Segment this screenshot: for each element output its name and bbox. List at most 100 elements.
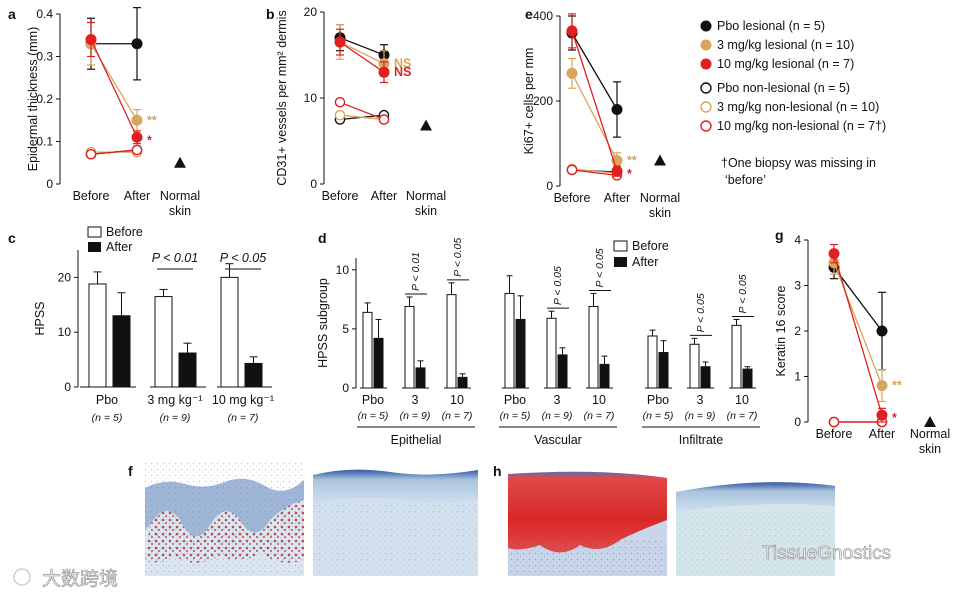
bar-before-epithelial [404,305,415,389]
data-point-10mg-nonlesional-g [828,416,840,428]
p-value-d: P < 0.05 [552,266,564,305]
x-category-label-d: 3 [554,393,561,407]
bar-before-infiltrate [647,335,658,389]
series-line-10mg-lesional-e [571,30,618,172]
x-category-label-c: 10 mg kg⁻¹ [212,393,274,407]
legend-marker-pbo-lesional [700,20,712,32]
data-point-3mg-lesional-a [131,114,143,126]
bar-before-vascular [588,305,599,389]
bar-before-infiltrate [689,343,700,389]
legend-before-label-c: Before [106,225,143,239]
x-label-after-e: After [604,191,630,205]
data-point-10mg-lesional-g [876,409,888,421]
annotation-10mg-lesional-g: * [892,411,897,425]
data-point-10mg-lesional-a [131,131,143,143]
series-line-10mg-lesional-a [90,39,138,138]
panel-label-e: e [525,6,533,22]
panel-label-a: a [8,6,16,22]
data-point-10mg-lesional-a [85,34,97,45]
panel-label-d: d [318,230,327,246]
p-value-d: P < 0.05 [594,248,606,287]
series-line-3mg-lesional-b [339,41,385,65]
data-point-3mg-nonlesional-b [334,109,346,121]
series-line-3mg-nonlesional-e [571,168,618,174]
group-label-vascular: Vascular [534,433,582,447]
panel-label-b: b [266,6,275,22]
x-category-label-c: Pbo [96,393,118,407]
y-axis-label-b: CD31+ vessels per mm² dermis [275,10,289,185]
x-n-label-d: (n = 9) [542,410,573,422]
y-tick-label-e: 0 [546,179,553,193]
x-category-label-d: Pbo [504,393,526,407]
data-point-pbo-lesional-a [131,38,143,50]
group-label-epithelial: Epithelial [391,433,442,447]
histology-f-lesional [145,462,304,576]
x-label-skin-e: skin [649,206,671,220]
series-line-10mg-lesional-b [339,41,385,73]
data-point-10mg-nonlesional-b [334,97,346,108]
panel-label-c: c [8,230,16,246]
y-tick-label-e: 200 [533,94,553,108]
x-label-before-e: Before [554,191,591,205]
data-point-10mg-lesional-b [334,36,346,48]
x-n-label-d: (n = 5) [643,410,674,422]
histology-h-nonlesional [676,462,835,576]
bar-after-vascular [515,318,526,389]
bar-after-vascular [557,354,568,389]
x-category-label-c: 3 mg kg⁻¹ [147,393,202,407]
x-n-label-c: (n = 5) [92,412,123,424]
bar-after-infiltrate [742,368,753,389]
legend-item-3mg-nonlesional: 3 mg/kg non-lesional (n = 10) [717,100,879,114]
data-point-10mg-nonlesional-a [85,148,97,160]
x-category-label-d: 10 [592,393,606,407]
normal-skin-marker-b [420,119,432,131]
y-tick-label-g: 0 [794,415,801,429]
x-label-after-g: After [869,427,895,441]
data-point-10mg-nonlesional-b [378,114,390,125]
legend-marker-10mg-nonlesional [700,120,712,132]
series-line-10mg-lesional-g [833,253,883,416]
y-tick-label-a: 0.1 [36,135,53,149]
y-tick-label-c: 0 [64,380,71,394]
data-point-10mg-nonlesional-e [566,164,578,176]
annotation-10mg-lesional-e: * [627,167,632,181]
panel-label-f: f [128,463,133,479]
x-n-label-c: (n = 9) [160,412,191,424]
x-n-label-d: (n = 9) [400,410,431,422]
legend-marker-3mg-nonlesional [700,101,712,113]
legend-after-label-c: After [106,240,132,254]
series-line-3mg-nonlesional-b [339,114,385,121]
y-tick-label-d: 10 [336,263,350,277]
bar-before-infiltrate [731,324,742,389]
bar-before-c [220,276,239,388]
data-point-pbo-lesional-g [876,325,888,337]
y-tick-label-d: 5 [342,322,349,336]
bar-after-epithelial [415,367,426,389]
bar-before-epithelial [446,294,457,389]
series-line-10mg-nonlesional-e [571,169,618,177]
annotation-3mg-lesional-g: ** [892,379,902,393]
series-line-10mg-nonlesional-b [339,101,385,121]
y-tick-label-e: 400 [533,9,553,23]
x-category-label-d: Pbo [647,393,669,407]
histology-h-lesional [508,462,667,576]
legend-after-swatch-d [614,257,627,267]
x-n-label-d: (n = 5) [358,410,389,422]
y-tick-label-g: 1 [794,370,801,384]
legend-marker-3mg-lesional [700,39,712,51]
bar-before-epithelial [362,311,373,389]
legend-item-10mg-nonlesional: 10 mg/kg non-lesional (n = 7†) [717,119,886,133]
y-tick-label-b: 0 [310,177,317,191]
x-category-label-d: 10 [735,393,749,407]
panel-label-h: h [493,463,502,479]
watermark-right-icon [733,540,755,562]
y-axis-label-a: Epidermal thickness (mm) [26,27,40,171]
series-line-3mg-lesional-g [833,262,883,386]
legend-before-label-d: Before [632,239,669,253]
data-point-3mg-lesional-e [566,67,578,79]
p-value-d: P < 0.01 [410,252,422,291]
x-n-label-d: (n = 7) [442,410,473,422]
legend-marker-10mg-lesional [700,58,712,70]
legend-footnote-line2: ‘before’ [725,173,766,187]
legend-after-swatch-c [88,242,101,252]
